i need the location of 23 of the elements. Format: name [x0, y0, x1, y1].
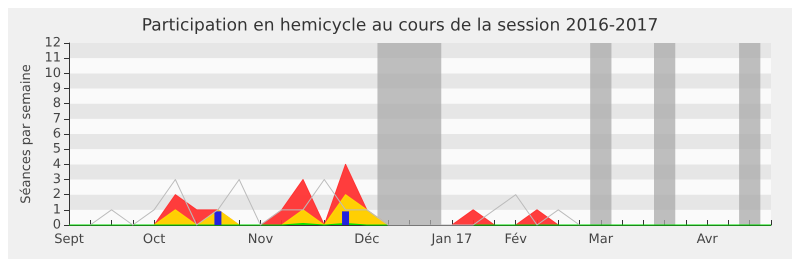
y-axis-title: Séances par semaine [19, 64, 34, 204]
x-tick-label: Oct [142, 232, 166, 247]
y-tick-label: 7 [52, 111, 61, 126]
x-tick-label: Sept [54, 232, 84, 247]
y-tick-label: 2 [52, 187, 61, 202]
y-tick-label: 12 [44, 36, 61, 50]
chart-title: Participation en hemicycle au cours de la session 2016-2017 [142, 16, 658, 36]
y-tick-label: 0 [52, 218, 61, 232]
x-tick-label: Avr [696, 232, 718, 247]
x-tick-label: Fév [504, 232, 528, 247]
x-tick-label: Nov [248, 232, 274, 247]
y-tick-label: 10 [44, 66, 61, 81]
x-tick-label: Déc [354, 232, 380, 247]
y-tick-label: 8 [52, 96, 61, 112]
y-tick-label: 4 [52, 156, 61, 172]
y-tick-label: 6 [52, 126, 61, 142]
y-tick-label: 3 [52, 172, 61, 187]
y-tick-label: 5 [52, 142, 61, 157]
y-tick-label: 1 [52, 202, 61, 218]
y-tick-label: 9 [52, 81, 61, 96]
x-tick-label: Mar [588, 232, 614, 247]
y-tick-label: 11 [44, 50, 61, 66]
x-tick-label: Jan 17 [430, 232, 472, 247]
